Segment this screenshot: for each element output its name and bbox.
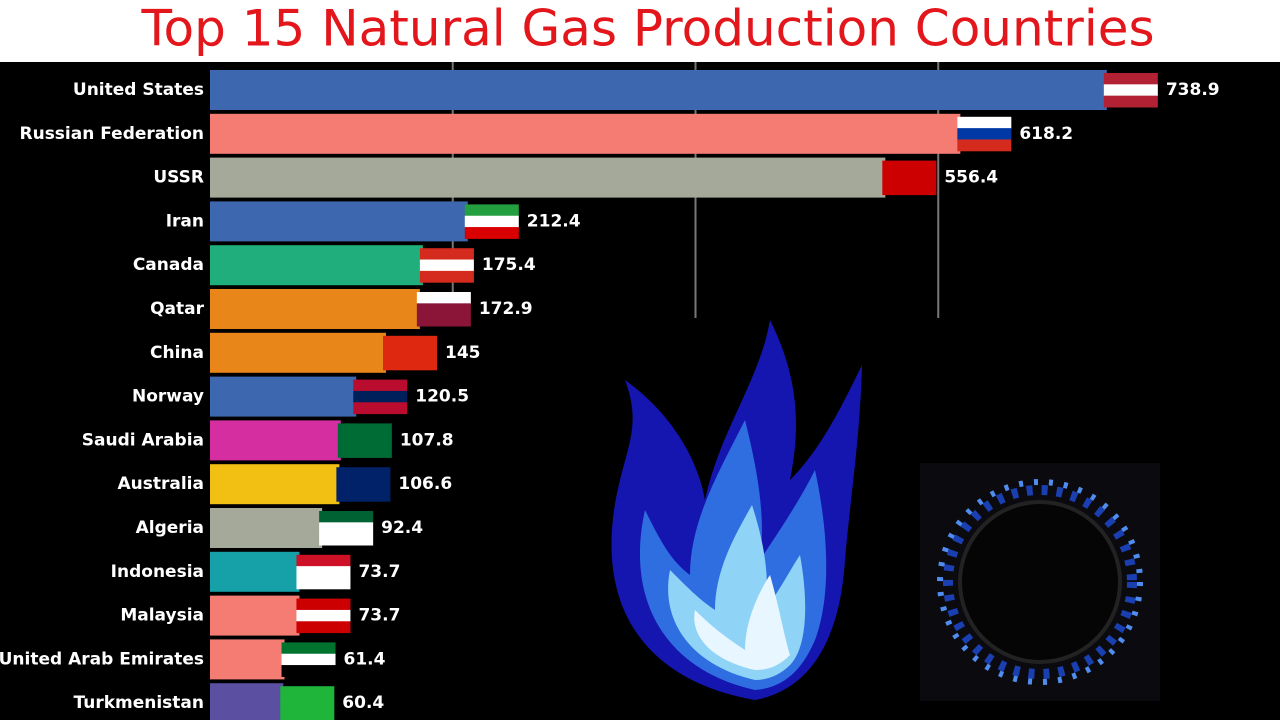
flag	[296, 554, 351, 567]
y-tick-label: Norway	[132, 387, 204, 407]
flag	[337, 446, 392, 458]
y-tick-label: Qatar	[150, 299, 205, 319]
value-label: 556.4	[944, 168, 998, 188]
flag	[957, 116, 1012, 129]
y-tick-label: Saudi Arabia	[82, 430, 204, 450]
y-tick-label: United States	[73, 80, 204, 100]
flag	[336, 467, 391, 480]
flag	[416, 314, 471, 327]
bar	[210, 289, 420, 329]
value-label: 175.4	[482, 255, 536, 275]
flag	[1103, 84, 1158, 97]
flag	[296, 609, 351, 622]
bar	[210, 464, 340, 505]
flag	[281, 653, 336, 666]
flag	[419, 270, 474, 283]
flag	[353, 390, 408, 403]
y-tick-label: Russian Federation	[20, 124, 205, 144]
flag	[419, 248, 474, 261]
bar	[210, 113, 961, 154]
flag	[957, 128, 1012, 140]
flag	[382, 347, 437, 359]
flag	[296, 598, 351, 611]
value-label: 172.9	[479, 299, 533, 319]
bar	[210, 245, 423, 286]
flag	[419, 259, 474, 272]
flag	[337, 423, 392, 436]
value-label: 107.8	[400, 430, 454, 450]
bar	[210, 551, 300, 592]
flag	[280, 686, 335, 699]
value-label: 145	[445, 343, 481, 363]
bar	[210, 70, 1107, 110]
flag	[296, 621, 351, 634]
flag	[1103, 73, 1158, 85]
chart-title: Top 15 Natural Gas Production Countries	[140, 0, 1154, 58]
bar	[210, 157, 886, 198]
y-tick-label: United Arab Emirates	[0, 649, 204, 669]
y-tick-label: Turkmenistan	[73, 693, 204, 713]
value-label: 212.4	[527, 211, 581, 231]
flag	[416, 303, 471, 316]
value-label: 618.2	[1019, 124, 1073, 144]
y-tick-label: China	[150, 343, 204, 363]
flag	[1103, 95, 1158, 108]
bar	[210, 683, 284, 720]
flame	[611, 320, 862, 700]
flag	[353, 402, 408, 415]
flag	[353, 379, 408, 392]
value-label: 73.7	[358, 562, 400, 582]
bar	[210, 595, 300, 636]
bar	[210, 508, 323, 548]
flag	[882, 183, 937, 196]
flag	[319, 522, 374, 535]
y-tick-label: Algeria	[136, 518, 204, 538]
value-label: 61.4	[344, 649, 386, 669]
flag	[280, 708, 335, 720]
bar	[210, 376, 357, 417]
value-label: 120.5	[415, 387, 469, 407]
value-label: 60.4	[342, 693, 384, 713]
bar	[210, 639, 285, 680]
y-tick-label: Indonesia	[111, 562, 204, 582]
y-tick-label: Iran	[166, 211, 204, 231]
flag	[336, 478, 391, 491]
flag	[416, 292, 471, 304]
flag	[464, 215, 519, 228]
value-label: 73.7	[358, 606, 400, 626]
burner-photo	[920, 463, 1160, 701]
y-tick-label: Canada	[133, 255, 204, 275]
flag	[296, 566, 351, 578]
y-tick-label: USSR	[153, 168, 204, 188]
flag	[382, 335, 437, 348]
bar	[210, 420, 341, 461]
flag	[337, 434, 392, 447]
flag	[296, 577, 351, 590]
bar	[210, 332, 386, 373]
value-label: 738.9	[1166, 80, 1220, 100]
value-label: 106.6	[398, 474, 452, 494]
flag	[882, 160, 937, 173]
flag	[464, 204, 519, 217]
flag	[336, 489, 391, 502]
flag	[464, 227, 519, 239]
flag	[319, 511, 374, 523]
flag	[382, 358, 437, 371]
flag	[319, 533, 374, 546]
flag	[957, 139, 1012, 152]
flag	[882, 171, 937, 184]
flag	[280, 697, 335, 710]
y-tick-label: Australia	[118, 474, 205, 494]
value-label: 92.4	[381, 518, 423, 538]
flag	[281, 665, 336, 677]
y-tick-label: Malaysia	[120, 606, 204, 626]
bar	[210, 201, 468, 242]
flag	[281, 642, 336, 655]
